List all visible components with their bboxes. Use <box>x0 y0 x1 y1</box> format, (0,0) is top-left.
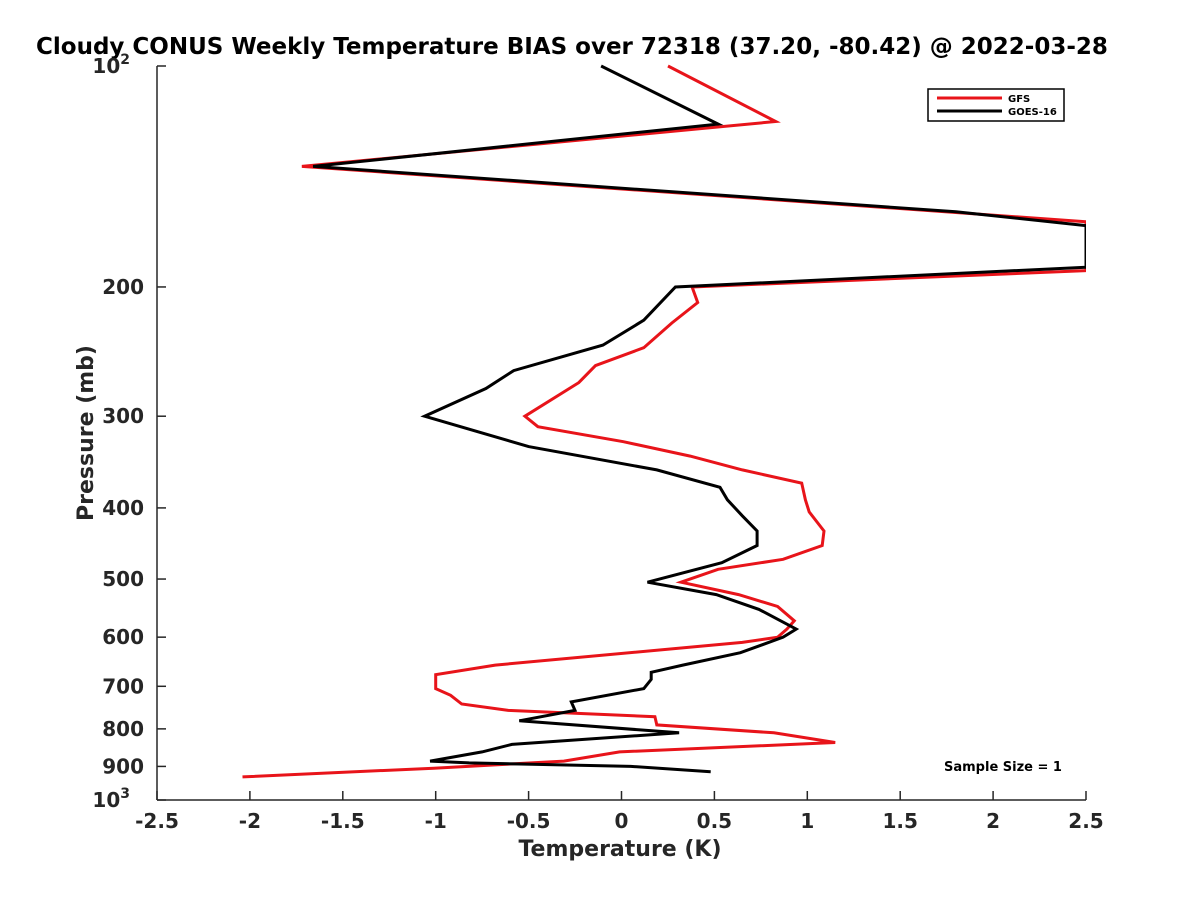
y-tick-label: 500 <box>102 567 144 591</box>
y-tick-label: 800 <box>102 717 144 741</box>
x-tick-label: 1 <box>800 809 814 833</box>
series-line-gfs <box>242 64 1086 779</box>
x-tick-label: -2 <box>239 809 261 833</box>
legend-box <box>927 88 1065 122</box>
x-tick-label: 0.5 <box>697 809 732 833</box>
series-line-goes-16 <box>312 64 1086 774</box>
axes-layer: -2.5 -2 -1.5 -1 -0.5 0 0.5 1 1.5 2 2.5 102 200 300 400… <box>92 52 1103 833</box>
y-tick-label: 700 <box>102 674 144 698</box>
x-tick-label: 1.5 <box>882 809 917 833</box>
y-axis-label: Pressure (mb) <box>74 345 99 521</box>
series-layer <box>242 64 1086 779</box>
legend: GFS GOES-16 <box>927 88 1065 122</box>
y-tick-label: 103 <box>92 786 130 812</box>
chart-title: Cloudy CONUS Weekly Temperature BIAS ove… <box>36 34 1108 60</box>
y-tick-label: 200 <box>102 275 144 299</box>
y-tick-label: 900 <box>102 754 144 778</box>
y-tick-label: 400 <box>102 496 144 520</box>
y-tick-label: 300 <box>102 404 144 428</box>
x-tick-label: 2 <box>986 809 1000 833</box>
sample-size-annotation: Sample Size = 1 <box>944 760 1062 775</box>
x-axis-label: Temperature (K) <box>518 837 721 862</box>
x-tick-label: -0.5 <box>507 809 551 833</box>
x-tick-label: -1.5 <box>321 809 365 833</box>
legend-label: GFS <box>1008 94 1030 105</box>
x-tick-label: -1 <box>425 809 447 833</box>
y-tick-label: 600 <box>102 625 144 649</box>
x-tick-label: -2.5 <box>135 809 179 833</box>
x-tick-label: 2.5 <box>1068 809 1103 833</box>
y-tick-label: 102 <box>92 52 130 78</box>
x-tick-label: 0 <box>615 809 629 833</box>
legend-label: GOES-16 <box>1008 107 1057 118</box>
